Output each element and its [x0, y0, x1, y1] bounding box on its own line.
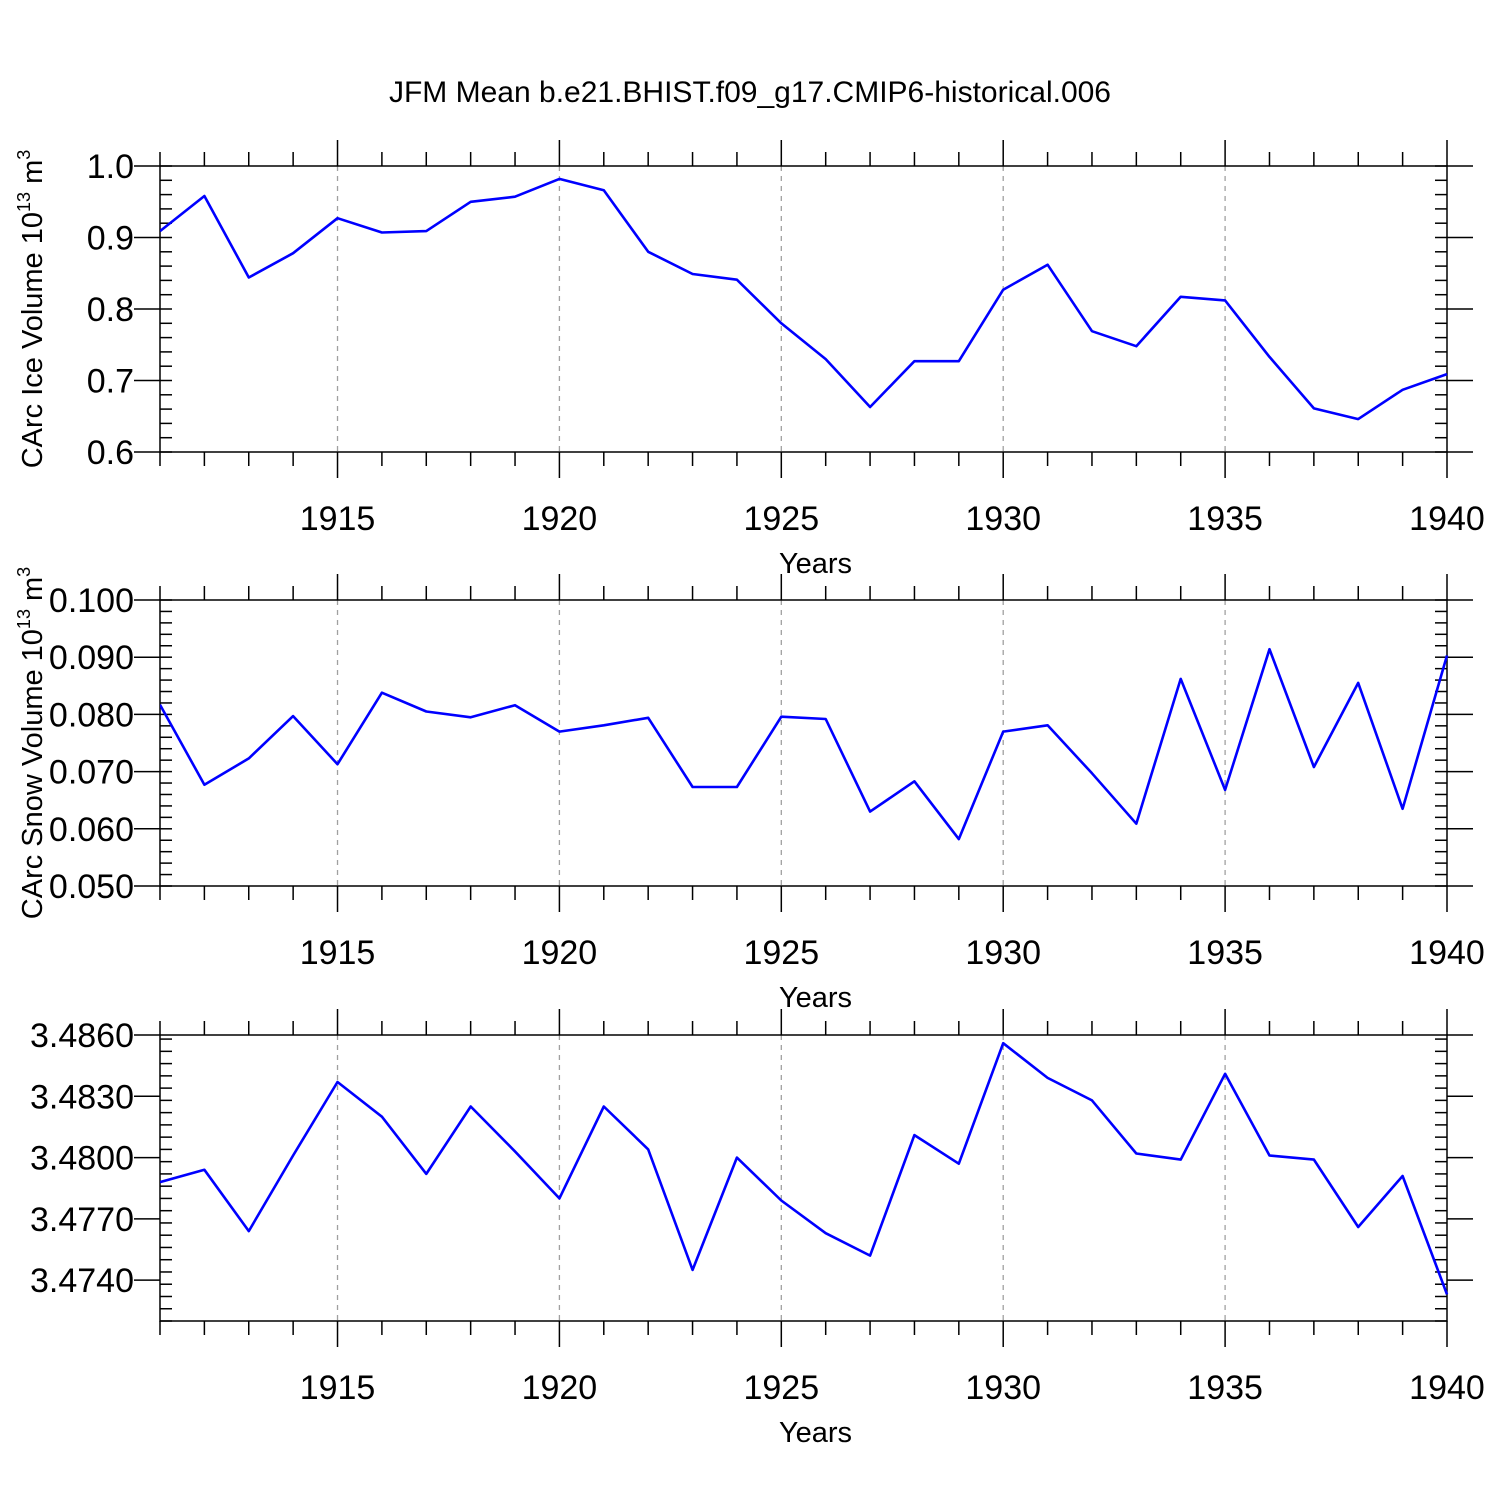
ice-volume-panel: 0.6 0.7 0.8 0.9 1.0 1915 1920 1925 1930 1935 1940 Y… [14, 140, 1485, 580]
series-line [160, 1041, 1449, 1295]
y-tick-label: 0.090 [49, 639, 134, 677]
series-line [160, 177, 1448, 421]
x-tick-label-1915: 1915 [300, 500, 376, 538]
y-tick-label: 0.100 [49, 582, 134, 620]
x-tick-label-1925: 1925 [743, 500, 819, 538]
chart-title: JFM Mean b.e21.BHIST.f09_g17.CMIP6-histo… [389, 76, 1111, 109]
x-tick-label-1920: 1920 [522, 500, 598, 538]
y-axis-title-main: CArc Ice Volume 10 [17, 212, 49, 468]
x-tick-label-1925: 1925 [743, 1369, 819, 1407]
x-tick-label-1915: 1915 [300, 934, 376, 972]
x-tick-label-1940: 1940 [1409, 500, 1485, 538]
plot-frame [159, 599, 1448, 887]
y-tick-label: 3.4740 [30, 1262, 134, 1300]
y-tick-label: 3.4860 [30, 1017, 134, 1055]
x-tick-label-1940: 1940 [1409, 934, 1485, 972]
y-tick-label: 0.9 [87, 220, 134, 258]
x-tick-label-1920: 1920 [522, 934, 598, 972]
snow-volume-panel: 0.050 0.060 0.070 0.080 0.090 0.100 1915 1920 19… [14, 567, 1485, 1014]
y-tick-label: 1.0 [87, 148, 134, 186]
x-tick-label-1930: 1930 [965, 934, 1041, 972]
x-axis-title: Years [779, 1417, 852, 1449]
plot-frame [159, 165, 1448, 453]
x-tick-label-1935: 1935 [1187, 1369, 1263, 1407]
y-axis-title-unit: m [17, 577, 49, 609]
y-tick-label: 0.6 [87, 434, 134, 472]
x-tick-label-1935: 1935 [1187, 934, 1263, 972]
y-tick-label: 0.080 [49, 696, 134, 734]
y-axis-title-exp: 13 [14, 192, 34, 212]
y-axis-title: CArc Snow Volume 1013 m3 [14, 567, 49, 919]
y-tick-label: 0.7 [87, 363, 134, 401]
y-axis-title-main: CArc Snow Volume 10 [17, 629, 49, 919]
y-tick-label: 3.4830 [30, 1078, 134, 1116]
x-axis-title: Years [779, 548, 852, 580]
x-tick-label-1915: 1915 [300, 1369, 376, 1407]
y-tick-label: 3.4800 [30, 1140, 134, 1178]
plot-frame [159, 1034, 1448, 1322]
y-tick-label: 3.4770 [30, 1201, 134, 1239]
y-axis-title: CArc Ice Volume 1013 m3 [14, 150, 49, 469]
y-tick-label: 0.8 [87, 291, 134, 329]
y-tick-label: 0.050 [49, 868, 134, 906]
y-axis-title-unit-exp: 3 [14, 150, 34, 160]
x-tick-label-1935: 1935 [1187, 500, 1263, 538]
y-axis-title-exp: 13 [14, 609, 34, 629]
y-tick-label: 0.060 [49, 811, 134, 849]
x-tick-label-1940: 1940 [1409, 1369, 1485, 1407]
y-axis-title-unit-exp: 3 [14, 567, 34, 577]
x-tick-label-1930: 1930 [965, 1369, 1041, 1407]
third-variable-panel: 3.4740 3.4770 3.4800 3.4830 3.4860 1915 1920 19… [30, 1009, 1485, 1449]
y-tick-label: 0.070 [49, 754, 134, 792]
x-tick-label-1930: 1930 [965, 500, 1041, 538]
x-axis-title: Years [779, 982, 852, 1014]
x-tick-label-1920: 1920 [522, 1369, 598, 1407]
series-line [160, 647, 1449, 841]
y-axis-title-unit: m [17, 160, 49, 192]
x-tick-label-1925: 1925 [743, 934, 819, 972]
